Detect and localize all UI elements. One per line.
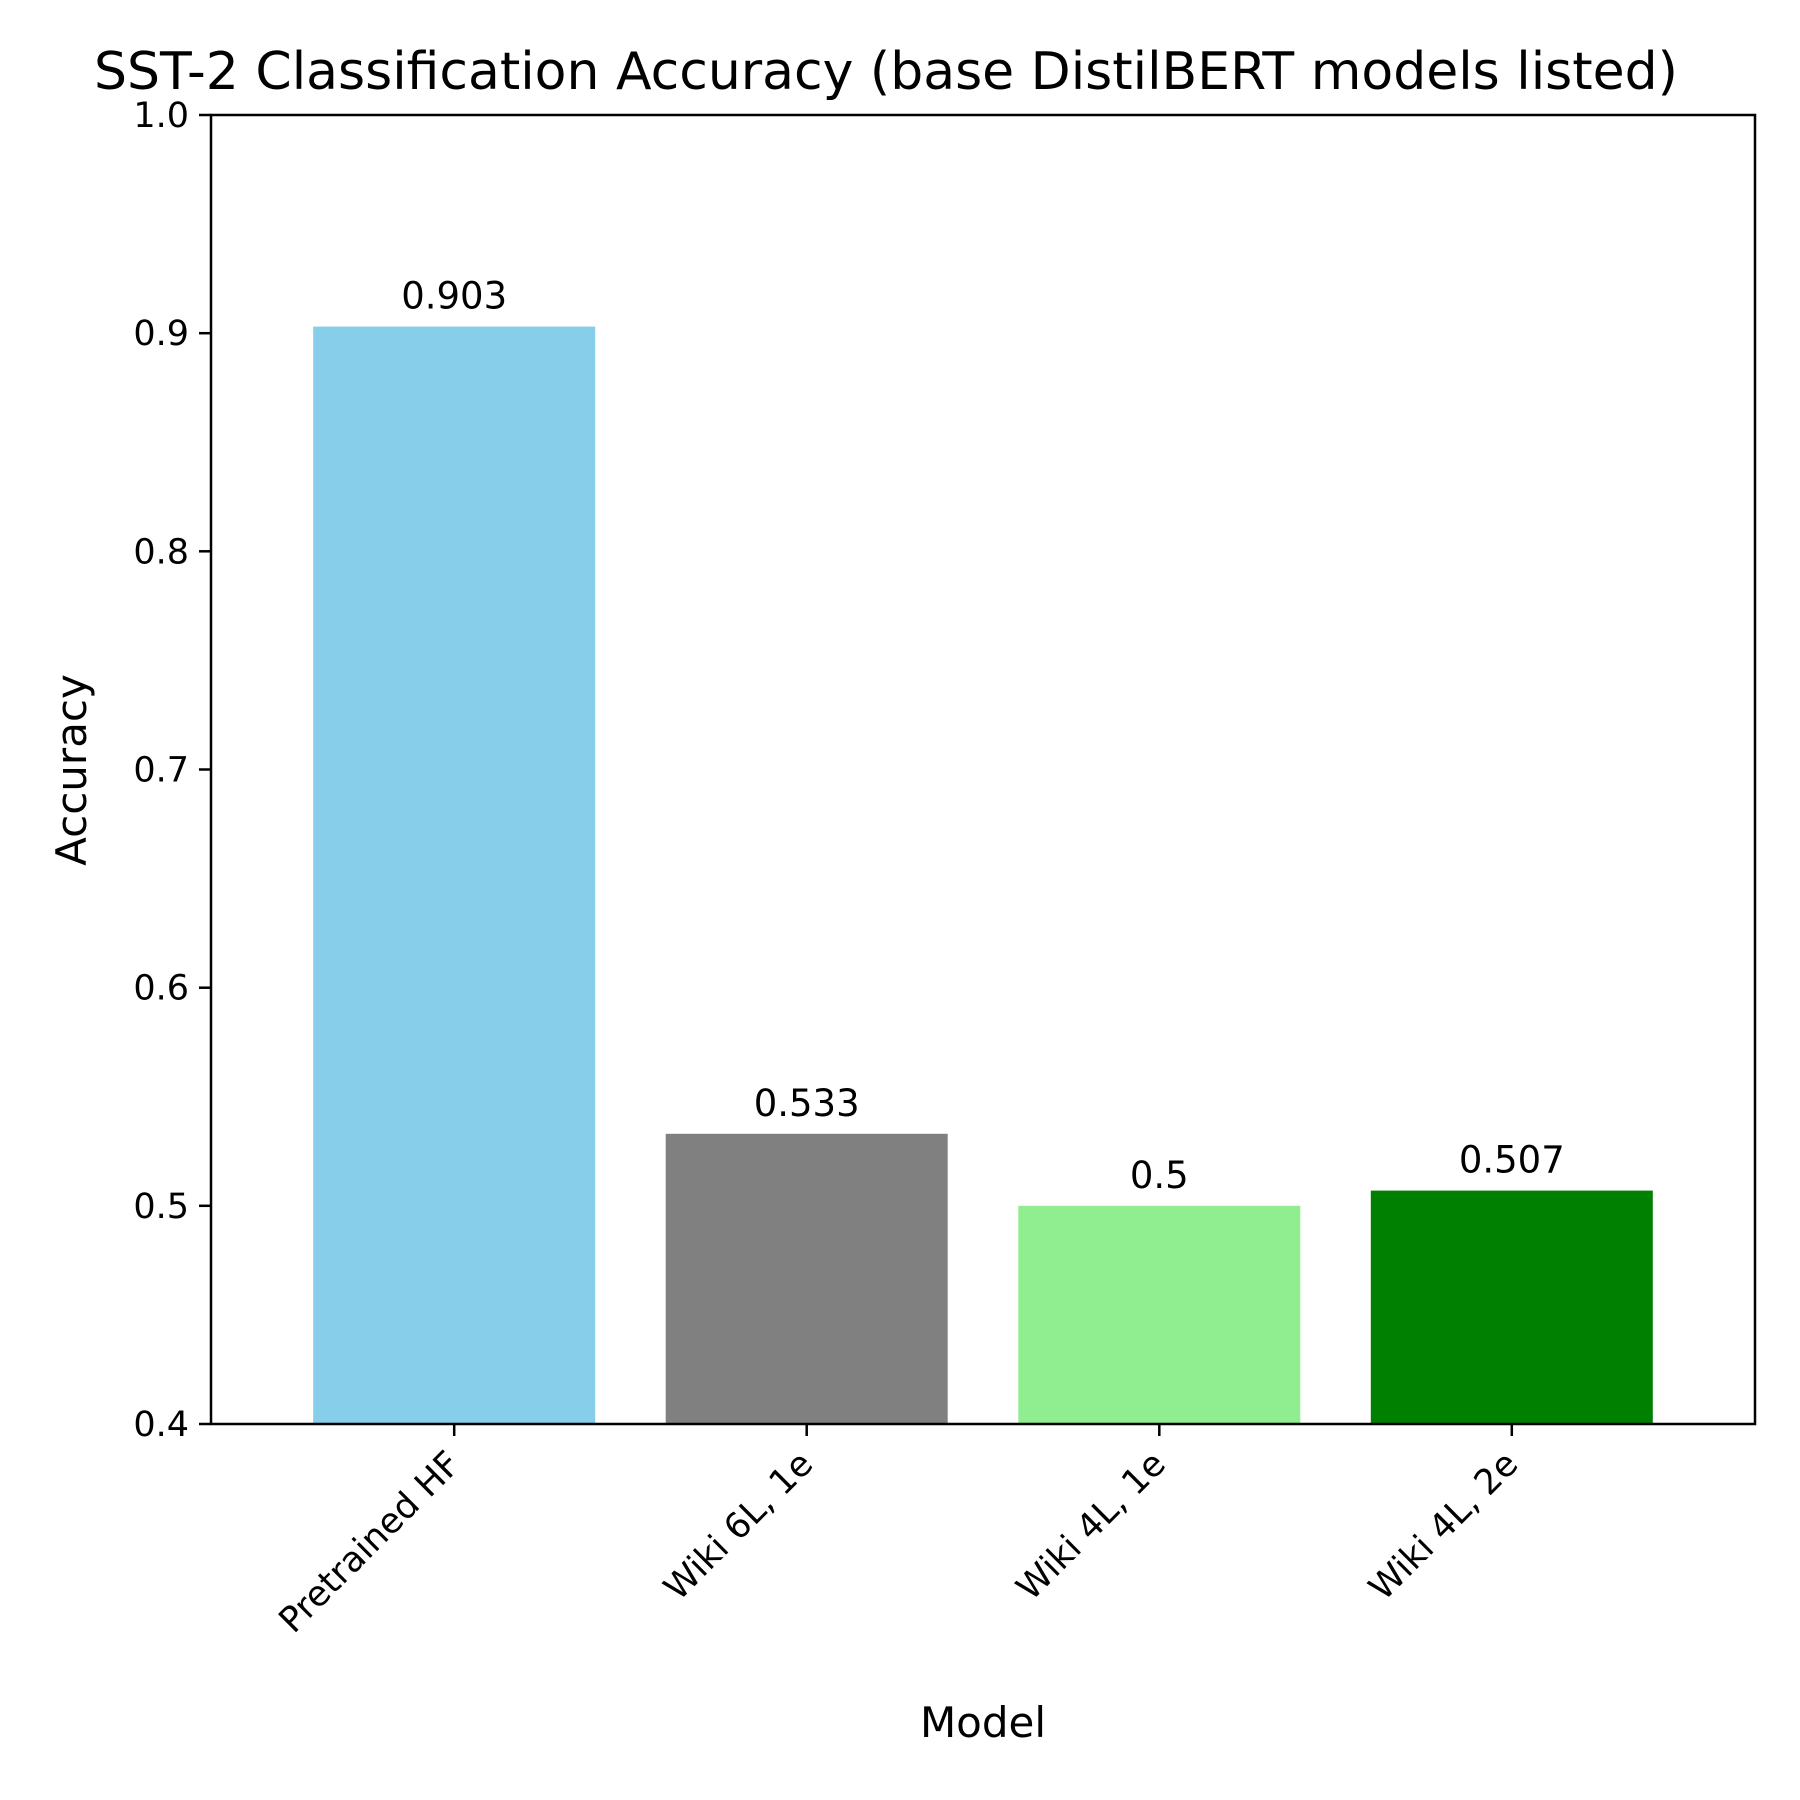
- y-tick-label-3: 0.6: [133, 969, 189, 1009]
- x-tick-label-1: Pretrained HF: [272, 1444, 469, 1641]
- y-axis-label: Accuracy: [47, 674, 96, 866]
- y-axis: 0.4 0.5 0.6 0.7 0.8 0.9 1.0: [133, 96, 211, 1445]
- value-labels-group: 0.903 0.533 0.5 0.507: [401, 275, 1565, 1197]
- x-tick-label-4: Wiki 4L, 2e: [1362, 1444, 1526, 1608]
- bar-3: [1018, 1205, 1301, 1424]
- chart-title: SST-2 Classification Accuracy (base Dist…: [94, 42, 1678, 102]
- bars-group: [313, 326, 1653, 1425]
- y-tick-label-1: 0.4: [133, 1405, 189, 1445]
- bar-value-label-3: 0.5: [1130, 1154, 1189, 1197]
- y-tick-label-6: 0.9: [133, 314, 189, 354]
- x-axis-label: Model: [920, 1698, 1046, 1747]
- x-tick-label-3: Wiki 4L, 1e: [1009, 1444, 1173, 1608]
- y-tick-label-4: 0.7: [133, 751, 189, 791]
- bar-4: [1370, 1190, 1653, 1424]
- bar-1: [313, 326, 596, 1425]
- y-tick-label-7: 1.0: [133, 96, 189, 136]
- bar-2: [665, 1133, 948, 1424]
- bar-value-label-4: 0.507: [1459, 1139, 1565, 1182]
- bar-value-label-2: 0.533: [754, 1082, 860, 1125]
- bar-value-label-1: 0.903: [401, 275, 507, 318]
- x-tick-label-2: Wiki 6L, 1e: [657, 1444, 821, 1608]
- y-tick-label-5: 0.8: [133, 532, 189, 572]
- x-axis: Pretrained HF Wiki 6L, 1e Wiki 4L, 1e Wiki …: [272, 1424, 1526, 1641]
- y-tick-label-2: 0.5: [133, 1187, 189, 1227]
